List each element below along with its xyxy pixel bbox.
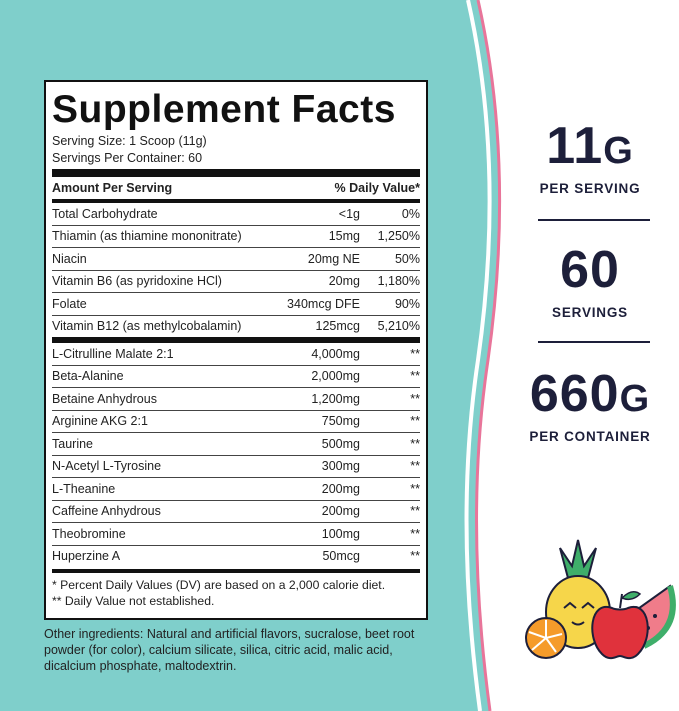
nutrient-amount: 500mg <box>321 436 360 451</box>
stat-value: 60 <box>560 241 620 299</box>
servings-per-container: Servings Per Container: 60 <box>52 151 203 165</box>
nutrient-dv: ** <box>410 526 420 541</box>
nutrient-name: Arginine AKG 2:1 <box>52 414 148 429</box>
header-dv: % Daily Value* <box>334 181 420 195</box>
table-header: Amount Per Serving % Daily Value* <box>52 177 420 199</box>
nutrient-amount: 20mg <box>328 274 360 289</box>
nutrient-dv: 5,210% <box>377 319 420 334</box>
nutrient-amount: 340mcg DFE <box>287 296 360 311</box>
nutrient-row: Vitamin B6 (as pyridoxine HCl) 20mg 1,180% <box>52 271 420 293</box>
stat-value: 660 <box>529 365 620 423</box>
nutrient-name: Theobromine <box>52 526 126 541</box>
stat-value: 11 <box>546 117 604 175</box>
nutrient-row: Folate 340mcg DFE 90% <box>52 293 420 316</box>
nutrient-dv: ** <box>410 504 420 519</box>
nutrient-dv: 0% <box>401 206 420 221</box>
nutrient-row: Thiamin (as thiamine mononitrate) 15mg 1,2… <box>52 226 420 248</box>
divider-thick <box>52 169 420 177</box>
nutrient-row: Betaine Anhydrous 1,200mg ** <box>52 388 420 411</box>
nutrient-row: N-Acetyl L-Tyrosine 300mg ** <box>52 456 420 478</box>
stat-label: SERVINGS <box>552 305 628 320</box>
nutrient-amount: 750mg <box>321 414 360 429</box>
nutrient-name: Beta-Alanine <box>52 369 124 384</box>
nutrient-name: Vitamin B6 (as pyridoxine HCl) <box>52 274 222 289</box>
other-ingredients: Other ingredients: Natural and artificia… <box>44 627 415 673</box>
nutrient-row: Arginine AKG 2:1 750mg ** <box>52 411 420 433</box>
stat-divider <box>538 219 650 221</box>
apple-icon <box>591 591 649 660</box>
nutrient-row: Total Carbohydrate <1g 0% <box>52 203 420 226</box>
nutrient-name: Taurine <box>52 436 93 451</box>
nutrient-row: Beta-Alanine 2,000mg ** <box>52 366 420 388</box>
nutrient-row: Caffeine Anhydrous 200mg ** <box>52 501 420 523</box>
serving-size: Serving Size: 1 Scoop (11g) <box>52 134 207 148</box>
divider-thick <box>52 569 420 573</box>
stat-servings: 60 SERVINGS <box>520 242 660 320</box>
nutrient-row: L-Theanine 200mg ** <box>52 478 420 501</box>
footnote-not-established: ** Daily Value not established. <box>52 594 215 608</box>
nutrient-dv: ** <box>410 346 420 361</box>
fruit-illustration <box>525 539 676 660</box>
nutrient-dv: 1,250% <box>377 229 420 244</box>
footnote-dv: * Percent Daily Values (DV) are based on… <box>52 578 386 592</box>
header-amount: Amount Per Serving <box>52 181 173 195</box>
nutrient-amount: 50mcg <box>322 549 360 564</box>
nutrient-row: L-Citrulline Malate 2:1 4,000mg ** <box>52 343 420 366</box>
nutrient-row: Taurine 500mg ** <box>52 433 420 456</box>
nutrient-row: Theobromine 100mg ** <box>52 523 420 546</box>
stat-label: PER SERVING <box>539 181 641 196</box>
nutrient-dv: ** <box>410 549 420 564</box>
nutrient-amount: <1g <box>338 206 360 221</box>
nutrient-dv: ** <box>410 369 420 384</box>
nutrient-name: Thiamin (as thiamine mononitrate) <box>52 229 242 244</box>
stat-divider <box>538 341 650 343</box>
nutrient-name: Caffeine Anhydrous <box>52 504 161 519</box>
panel-title: Supplement Facts <box>52 88 396 131</box>
nutrient-dv: ** <box>410 436 420 451</box>
nutrient-name: Total Carbohydrate <box>52 206 158 221</box>
nutrient-name: L-Citrulline Malate 2:1 <box>52 346 174 361</box>
nutrient-dv: 50% <box>394 251 420 266</box>
nutrient-amount: 200mg <box>321 504 360 519</box>
supplement-facts-panel: Supplement Facts Serving Size: 1 Scoop (… <box>44 80 428 620</box>
nutrient-name: Huperzine A <box>52 549 121 564</box>
stat-label: PER CONTAINER <box>529 429 651 444</box>
nutrient-amount: 100mg <box>321 526 360 541</box>
nutrient-amount: 200mg <box>321 481 360 496</box>
nutrient-dv: ** <box>410 391 420 406</box>
nutrient-amount: 4,000mg <box>311 346 360 361</box>
nutrient-name: Vitamin B12 (as methylcobalamin) <box>52 319 242 334</box>
vitamin-list: Total Carbohydrate <1g 0% Thiamin (as thiam… <box>52 203 420 337</box>
ingredient-list: L-Citrulline Malate 2:1 4,000mg ** Beta-Ala… <box>52 343 420 567</box>
nutrient-name: N-Acetyl L-Tyrosine <box>52 459 162 474</box>
stat-unit: G <box>603 130 634 172</box>
nutrient-row: Huperzine A 50mcg ** <box>52 546 420 568</box>
nutrient-amount: 300mg <box>321 459 360 474</box>
nutrient-amount: 15mg <box>328 229 360 244</box>
stat-per-container: 660G PER CONTAINER <box>520 366 660 444</box>
nutrient-dv: ** <box>410 459 420 474</box>
divider-thick <box>52 337 420 343</box>
nutrient-amount: 20mg NE <box>307 251 360 266</box>
nutrient-name: Betaine Anhydrous <box>52 391 157 406</box>
nutrient-amount: 125mcg <box>315 319 360 334</box>
nutrient-name: L-Theanine <box>52 481 116 496</box>
nutrient-dv: 90% <box>394 296 420 311</box>
nutrient-amount: 2,000mg <box>311 369 360 384</box>
stat-unit: G <box>619 378 651 420</box>
nutrient-name: Niacin <box>52 251 87 266</box>
divider-medium <box>52 199 420 203</box>
nutrient-dv: ** <box>410 414 420 429</box>
nutrient-dv: ** <box>410 481 420 496</box>
nutrient-row: Vitamin B12 (as methylcobalamin) 125mcg 5,… <box>52 316 420 338</box>
nutrient-name: Folate <box>52 296 87 311</box>
stat-per-serving: 11G PER SERVING <box>520 118 660 196</box>
orange-slice-icon <box>525 617 567 659</box>
nutrient-row: Niacin 20mg NE 50% <box>52 248 420 271</box>
nutrient-amount: 1,200mg <box>311 391 360 406</box>
nutrient-dv: 1,180% <box>377 274 420 289</box>
